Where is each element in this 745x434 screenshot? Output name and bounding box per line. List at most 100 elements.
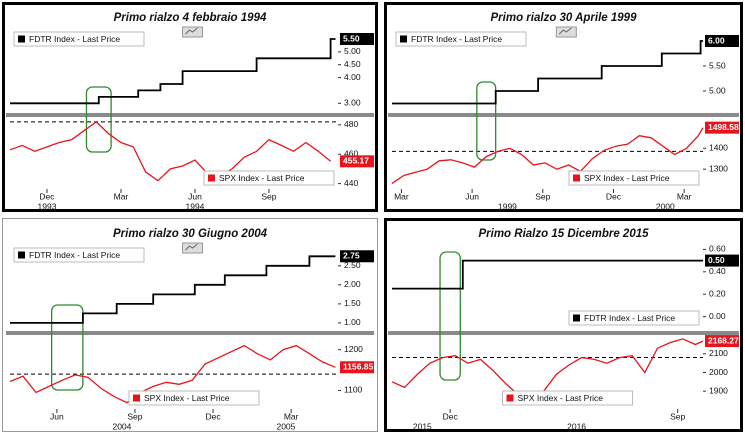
last-value-box xyxy=(705,35,739,47)
last-value-label: 6.00 xyxy=(708,35,725,45)
y-tick-label: 1.50 xyxy=(344,298,361,308)
y2-tick-label: 2100 xyxy=(709,348,728,358)
y2-tick-label: 460 xyxy=(344,148,358,158)
chart-title: Primo rialzo 30 Giugno 2004 xyxy=(113,228,268,240)
x-tick-label: Mar xyxy=(284,411,299,421)
x-tick-label: Jun xyxy=(465,191,479,201)
x-tick-label: Mar xyxy=(114,191,129,201)
series-line xyxy=(391,338,704,398)
legend-box xyxy=(13,31,145,47)
legend-label: SPX Index - Last Price xyxy=(584,173,670,183)
y2-tick-label: 1400 xyxy=(709,143,728,153)
series-line xyxy=(392,40,703,105)
legend-label: FDTR Index - Last Price xyxy=(411,34,502,44)
legend-label: SPX Index - Last Price xyxy=(219,173,305,183)
series-line xyxy=(9,344,336,404)
last-value-label: 455.17 xyxy=(343,156,369,166)
legend-label: FDTR Index - Last Price xyxy=(29,34,120,44)
last-value-box xyxy=(340,155,374,168)
x-year-label: 1993 xyxy=(38,201,57,211)
y-tick-label: 0.60 xyxy=(709,244,726,254)
x-year-label: 2000 xyxy=(656,201,675,211)
highlight-box xyxy=(51,304,84,391)
legend-label: FDTR Index - Last Price xyxy=(584,313,675,323)
y2-tick-label: 480 xyxy=(344,119,358,129)
chart-panel: Primo Rialzo 15 Dicembre 2015 0.00 0.20 0.4… xyxy=(384,218,743,432)
legend-label: SPX Index - Last Price xyxy=(144,393,230,403)
chart-title: Primo rialzo 30 Aprile 1999 xyxy=(491,12,638,24)
y-tick-label: 4.00 xyxy=(344,72,361,82)
chart-title: Primo Rialzo 15 Dicembre 2015 xyxy=(478,228,649,240)
legend-box xyxy=(568,310,700,326)
x-tick-label: Dec xyxy=(39,191,55,201)
y-tick-label: 0.20 xyxy=(709,288,726,298)
highlight-box xyxy=(85,86,112,153)
chart-icon-glyph xyxy=(185,27,198,35)
legend: FDTR Index - Last Price xyxy=(13,247,145,263)
y-tick-label: 5.00 xyxy=(344,46,361,56)
y-tick-label: 5.50 xyxy=(709,60,726,70)
series-line xyxy=(391,127,704,184)
x-year-label: 1994 xyxy=(186,201,205,211)
legend-swatch xyxy=(18,35,25,43)
last-value-label: 5.50 xyxy=(343,33,360,43)
y-tick-label: 0.40 xyxy=(709,266,726,276)
y-tick-label: 2.00 xyxy=(344,279,361,289)
legend-box xyxy=(13,247,145,263)
y2-tick-label: 440 xyxy=(344,178,358,188)
x-tick-label: Dec xyxy=(443,411,459,421)
last-value-box xyxy=(705,335,739,348)
x-tick-label: Jun xyxy=(188,191,202,201)
legend-swatch xyxy=(208,174,215,182)
x-year-label: 2016 xyxy=(567,421,586,431)
y2-tick-label: 1900 xyxy=(709,385,728,395)
x-year-label: 2005 xyxy=(276,421,295,431)
y2-tick-label: 1200 xyxy=(344,344,363,354)
series-line xyxy=(10,255,336,324)
last-value-box xyxy=(705,121,739,134)
series-line xyxy=(392,259,703,290)
y-tick-label: 4.50 xyxy=(344,59,361,69)
legend-box xyxy=(128,390,260,406)
x-tick-label: Mar xyxy=(394,191,409,201)
legend: SPX Index - Last Price xyxy=(502,390,633,406)
chart-panel: Primo rialzo 30 Giugno 2004 1.00 1.50 2.00 2… xyxy=(2,218,378,432)
legend-label: FDTR Index - Last Price xyxy=(29,250,120,260)
legend: SPX Index - Last Price xyxy=(568,170,700,186)
legend: SPX Index - Last Price xyxy=(203,170,335,186)
series-line xyxy=(10,38,336,105)
y-tick-label: 5.00 xyxy=(709,85,726,95)
last-value-label: 1156.85 xyxy=(343,362,374,372)
series-line xyxy=(9,121,332,182)
legend-swatch xyxy=(573,314,580,322)
y2-tick-label: 1300 xyxy=(709,163,728,173)
last-value-box xyxy=(340,33,374,45)
last-value-box xyxy=(340,250,374,263)
highlight-box xyxy=(439,251,461,381)
legend-box xyxy=(395,31,527,47)
legend-box xyxy=(568,170,700,186)
last-value-box xyxy=(340,361,374,374)
chart-panel: Primo rialzo 4 febbraio 1994 3.00 4.00 4.50… xyxy=(2,2,378,212)
chart-panel: Primo rialzo 30 Aprile 1999 5.00 5.50 1300 1… xyxy=(384,2,743,212)
last-value-label: 1498.58 xyxy=(708,122,739,132)
x-tick-label: Sep xyxy=(261,191,276,201)
chart-title: Primo rialzo 4 febbraio 1994 xyxy=(114,12,267,24)
y2-tick-label: 2000 xyxy=(709,367,728,377)
legend-swatch xyxy=(133,394,140,402)
legend: FDTR Index - Last Price xyxy=(13,31,145,47)
chart-icon-glyph xyxy=(185,243,198,251)
x-year-label: 2015 xyxy=(413,421,432,431)
x-year-label: 2004 xyxy=(112,421,131,431)
legend-swatch xyxy=(573,174,580,182)
y-tick-label: 3.00 xyxy=(344,98,361,108)
last-value-box xyxy=(705,254,739,267)
chart-icon-glyph xyxy=(558,27,572,35)
x-tick-label: Mar xyxy=(677,191,692,201)
last-value-label: 2168.27 xyxy=(708,335,739,345)
x-tick-label: Sep xyxy=(127,411,142,421)
y-tick-label: 1.00 xyxy=(344,317,361,327)
x-tick-label: Jun xyxy=(50,411,64,421)
last-value-label: 0.50 xyxy=(708,255,725,265)
